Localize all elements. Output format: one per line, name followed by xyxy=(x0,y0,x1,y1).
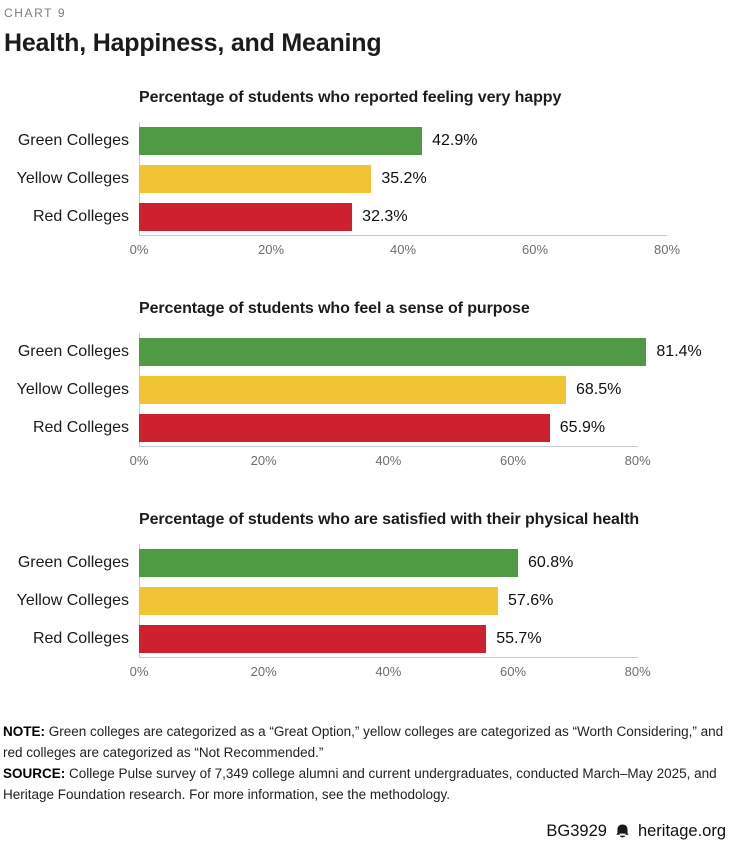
yellow-bar xyxy=(139,587,499,615)
site-url: heritage.org xyxy=(637,821,726,840)
category-label: Yellow Colleges xyxy=(16,592,129,609)
bar-chart-2: Percentage of students who feel a sense … xyxy=(0,300,702,471)
note-line: NOTE: Green colleges are categorized as … xyxy=(3,722,726,764)
x-tick-label: 60% xyxy=(521,242,549,257)
bar-row: Green Colleges 42.9% xyxy=(0,127,700,155)
source-text: College Pulse survey of 7,349 college al… xyxy=(3,765,717,802)
value-label: 81.4% xyxy=(656,343,702,360)
x-tick-label: 40% xyxy=(375,453,402,468)
red-bar xyxy=(139,625,487,653)
note-label: NOTE: xyxy=(3,724,45,739)
value-label: 68.5% xyxy=(575,381,622,398)
bar-track: 81.4% xyxy=(139,338,702,366)
bar-track: 65.9% xyxy=(139,414,700,442)
bar-row: Red Colleges 65.9% xyxy=(0,414,700,442)
bar-track: 57.6% xyxy=(139,587,700,615)
red-bar xyxy=(139,414,550,442)
chart-plot-area: Green Colleges 60.8% Yellow Colleges 57.6% R… xyxy=(0,544,700,658)
x-axis: 0% 20% 40% 60% 80% xyxy=(130,657,700,682)
green-bar xyxy=(139,549,518,577)
bar-track: 35.2% xyxy=(139,165,700,193)
bar-chart-1: Percentage of students who reported feel… xyxy=(0,89,700,260)
x-tick-label: 80% xyxy=(624,453,651,468)
x-tick-label: 80% xyxy=(624,664,651,679)
x-axis-line xyxy=(139,235,667,236)
category-label: Green Colleges xyxy=(17,554,129,571)
green-bar xyxy=(139,127,423,155)
yellow-bar xyxy=(139,165,372,193)
source-line: SOURCE: College Pulse survey of 7,349 co… xyxy=(3,764,726,806)
chart-title: Percentage of students who reported feel… xyxy=(139,89,562,106)
bar-track: 68.5% xyxy=(139,376,700,404)
x-tick-label: 20% xyxy=(250,664,277,679)
page-title: Health, Happiness, and Meaning xyxy=(4,29,382,57)
x-tick-label: 40% xyxy=(389,242,417,257)
chart-title: Percentage of students who feel a sense … xyxy=(139,300,530,317)
x-tick-label: 80% xyxy=(653,242,681,257)
category-label: Red Colleges xyxy=(32,208,129,225)
value-label: 42.9% xyxy=(432,132,478,149)
x-tick-label: 0% xyxy=(129,664,149,679)
bar-row: Yellow Colleges 57.6% xyxy=(0,587,700,615)
source-label: SOURCE: xyxy=(3,765,66,781)
footnotes: NOTE: Green colleges are categorized as … xyxy=(0,722,734,806)
chart-plot-area: Green Colleges 42.9% Yellow Colleges 35.2% R… xyxy=(0,122,700,236)
bar-track: 32.3% xyxy=(139,203,700,231)
x-tick-label: 40% xyxy=(375,664,402,679)
value-label: 35.2% xyxy=(381,170,427,187)
value-label: 60.8% xyxy=(527,554,574,571)
x-tick-label: 60% xyxy=(499,453,527,468)
bar-track: 60.8% xyxy=(139,549,700,577)
bar-track: 42.9% xyxy=(139,127,700,155)
category-label: Red Colleges xyxy=(32,419,129,436)
bar-row: Red Colleges 32.3% xyxy=(0,203,700,231)
bar-track: 55.7% xyxy=(139,625,700,653)
x-axis: 0% 20% 40% 60% 80% xyxy=(130,235,700,260)
charts-container: Percentage of students who reported feel… xyxy=(0,89,734,682)
note-text: Green colleges are categorized as a “Gre… xyxy=(3,724,724,760)
chart-title: Percentage of students who are satisfied… xyxy=(139,511,640,528)
x-tick-label: 0% xyxy=(129,242,149,257)
red-bar xyxy=(139,203,353,231)
x-tick-label: 60% xyxy=(499,664,527,679)
chart-number: CHART 9 xyxy=(4,6,67,20)
x-tick-label: 20% xyxy=(257,242,285,257)
green-bar xyxy=(139,338,647,366)
x-tick-label: 20% xyxy=(250,453,277,468)
chart-plot-area: Green Colleges 81.4% Yellow Colleges 68.5% R… xyxy=(0,333,702,447)
x-axis: 0% 20% 40% 60% 80% xyxy=(130,446,700,471)
bar-row: Red Colleges 55.7% xyxy=(0,625,700,653)
category-label: Green Colleges xyxy=(17,343,129,360)
liberty-bell-icon xyxy=(614,823,631,840)
category-label: Yellow Colleges xyxy=(16,170,129,187)
report-id: BG3929 xyxy=(546,821,607,840)
x-tick-label: 0% xyxy=(129,453,149,468)
bar-row: Yellow Colleges 68.5% xyxy=(0,376,700,404)
category-label: Green Colleges xyxy=(17,132,129,149)
value-label: 55.7% xyxy=(496,630,542,647)
page-header: CHART 9 Health, Happiness, and Meaning xyxy=(0,6,734,58)
category-label: Yellow Colleges xyxy=(16,381,129,398)
x-axis-line xyxy=(139,446,638,447)
x-axis-line xyxy=(139,657,638,658)
credit-line: BG3929 heritage.org xyxy=(0,822,734,841)
value-label: 65.9% xyxy=(559,419,606,436)
bar-row: Green Colleges 81.4% xyxy=(0,338,702,366)
value-label: 57.6% xyxy=(508,592,554,609)
bar-row: Green Colleges 60.8% xyxy=(0,549,700,577)
bar-chart-3: Percentage of students who are satisfied… xyxy=(0,511,700,682)
category-label: Red Colleges xyxy=(32,630,129,647)
value-label: 32.3% xyxy=(362,208,408,225)
yellow-bar xyxy=(139,376,566,404)
bar-row: Yellow Colleges 35.2% xyxy=(0,165,700,193)
